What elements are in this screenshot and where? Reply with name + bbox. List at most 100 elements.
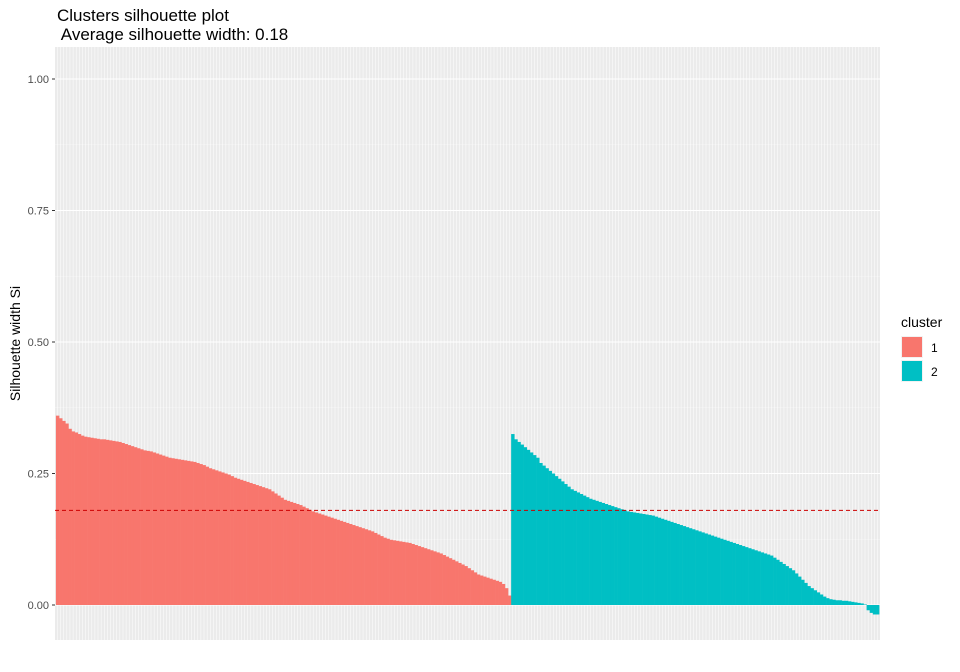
silhouette-bar [218,471,222,605]
silhouette-bar [838,600,842,605]
silhouette-bar [380,536,384,605]
legend-title: cluster [901,314,943,330]
silhouette-bar [420,547,425,605]
silhouette-bar [486,577,490,605]
silhouette-bar [277,495,281,605]
legend: cluster 1 2 [901,314,943,382]
silhouette-bar [769,555,774,605]
silhouette-bar [654,516,658,605]
silhouette-bar [844,600,849,605]
silhouette-bar [520,444,524,605]
silhouette-bar [660,518,665,605]
silhouette-bar [822,596,827,605]
silhouette-bar [688,528,693,605]
silhouette-bar [165,456,169,605]
silhouette-bar [479,575,484,605]
silhouette-bar [501,583,506,605]
silhouette-bar [835,600,839,605]
silhouette-bar [667,520,671,605]
silhouette-bar [589,498,593,605]
silhouette-bar [405,542,409,605]
silhouette-bar [551,473,556,605]
silhouette-bar [841,600,846,605]
silhouette-bar [289,501,294,605]
silhouette-bar [729,541,733,605]
silhouette-bar [720,538,724,605]
silhouette-bar [570,489,574,605]
silhouette-bar [816,592,821,605]
silhouette-bar [246,481,250,605]
silhouette-bar [595,500,599,605]
silhouette-bar [564,484,568,605]
silhouette-bar [389,539,393,605]
silhouette-bar [872,605,877,615]
silhouette-bar [698,531,702,605]
silhouette-bar [757,551,761,605]
silhouette-bar [704,533,708,605]
silhouette-bar [529,452,534,605]
silhouette-bar [62,420,66,605]
silhouette-bar [735,543,740,605]
silhouette-bar [679,525,683,605]
silhouette-bar [430,550,434,605]
y-axis-title: Silhouette width Si [7,286,23,401]
silhouette-bar [408,542,412,605]
silhouette-bar [118,441,122,605]
silhouette-bar [314,512,319,605]
silhouette-bar [542,465,546,605]
silhouette-bar [779,561,783,605]
silhouette-bar [651,515,655,605]
silhouette-bar [395,540,400,605]
silhouette-bar [90,437,94,605]
silhouette-bar [349,523,353,605]
silhouette-bar [311,511,316,605]
silhouette-bar [249,482,253,605]
silhouette-bar [573,490,577,605]
silhouette-bar [663,519,668,605]
silhouette-bar [339,520,344,605]
silhouette-bar [133,447,138,605]
silhouette-bar [87,437,91,605]
silhouette-bar [511,434,515,605]
silhouette-bar [726,540,730,605]
silhouette-bar [398,541,403,605]
silhouette-bar [473,572,478,605]
silhouette-bar [617,508,621,605]
silhouette-bar [199,464,203,605]
silhouette-bar [763,553,768,605]
silhouette-bar [414,545,418,605]
silhouette-bar [738,545,743,605]
silhouette-bar [791,570,796,605]
silhouette-bar [370,531,375,605]
silhouette-bar [854,602,858,605]
silhouette-bar [211,469,216,605]
silhouette-bar [108,440,113,605]
silhouette-bar [489,578,493,605]
silhouette-bar [620,509,624,605]
silhouette-bar [74,432,79,605]
silhouette-bar [190,461,194,605]
silhouette-bar [585,497,590,605]
silhouette-bar [561,481,565,605]
silhouette-bar [112,440,116,605]
silhouette-bar [252,484,256,605]
silhouette-bar [168,457,172,605]
silhouette-bar [255,485,259,605]
silhouette-bar [355,526,359,605]
silhouette-bar [102,439,107,605]
silhouette-bar [810,588,814,605]
silhouette-bar [794,573,799,605]
silhouette-bar [557,478,562,605]
bars [55,415,880,615]
silhouette-bar [258,486,263,605]
silhouette-bar [582,495,587,605]
silhouette-bar [610,506,615,605]
silhouette-bar [598,501,602,605]
silhouette-bar [648,515,652,605]
silhouette-bar [115,441,119,605]
silhouette-bar [180,459,185,605]
silhouette-bar [567,486,571,605]
y-tick-label: 0.00 [28,600,49,612]
silhouette-bar [327,516,331,605]
